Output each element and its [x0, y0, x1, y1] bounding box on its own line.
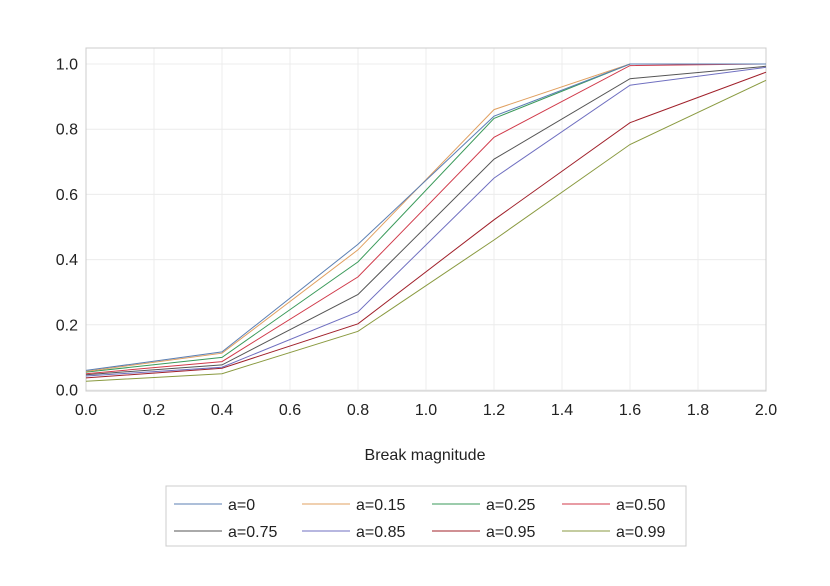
legend-label: a=0.75 [228, 524, 277, 541]
x-tick-label: 1.8 [687, 402, 709, 419]
y-tick-label: 0.2 [56, 317, 78, 334]
legend-entry: a=0 [174, 497, 255, 514]
series-line-a=0 [85, 63, 766, 371]
y-tick-label: 1.0 [56, 57, 78, 74]
series-line-a=0.95 [85, 71, 767, 379]
y-axis-ticks: 0.0 0.2 0.4 0.6 0.8 1.0 [56, 57, 78, 400]
grid [85, 48, 767, 391]
series-lines [85, 63, 767, 382]
y-tick-label: 0.8 [56, 122, 78, 139]
x-tick-label: 1.6 [619, 402, 641, 419]
legend-entry: a=0.25 [432, 497, 535, 514]
series-line-a=0.75 [85, 65, 767, 376]
x-tick-label: 1.2 [483, 402, 505, 419]
x-tick-label: 2.0 [755, 402, 777, 419]
legend-label: a=0.95 [486, 524, 535, 541]
legend-label: a=0.99 [616, 524, 665, 541]
y-tick-label: 0.4 [56, 252, 78, 269]
x-tick-label: 1.4 [551, 402, 573, 419]
legend-label: a=0.25 [486, 497, 535, 514]
x-axis-title: Break magnitude [365, 447, 486, 464]
series-line-a=0.50 [85, 63, 767, 375]
legend-label: a=0.85 [356, 524, 405, 541]
legend-entry: a=0.95 [432, 524, 535, 541]
x-axis-ticks: 0.0 0.2 0.4 0.6 0.8 1.0 1.2 1.4 1.6 1.8 2.0 [75, 402, 777, 419]
legend-entry: a=0.15 [302, 497, 405, 514]
legend-entries: a=0 a=0.15 a=0.25 a=0.50 a=0.75 a=0.85 a=0.95 a… [174, 497, 665, 541]
x-tick-label: 0.4 [211, 402, 233, 419]
plot-frame [85, 47, 767, 392]
legend-label: a=0.50 [616, 497, 665, 514]
series-line-a=0.99 [85, 79, 767, 382]
x-tick-label: 0.2 [143, 402, 165, 419]
x-tick-label: 1.0 [415, 402, 437, 419]
series-line-a=0.85 [85, 66, 767, 377]
legend-box [165, 485, 687, 547]
y-tick-label: 0.6 [56, 187, 78, 204]
x-tick-label: 0.0 [75, 402, 97, 419]
y-tick-label: 0.0 [56, 383, 78, 400]
x-tick-label: 0.6 [279, 402, 301, 419]
legend-entry: a=0.75 [174, 524, 277, 541]
legend-label: a=0 [228, 497, 255, 514]
x-tick-label: 0.8 [347, 402, 369, 419]
legend-entry: a=0.85 [302, 524, 405, 541]
legend-label: a=0.15 [356, 497, 405, 514]
legend-entry: a=0.99 [562, 524, 665, 541]
legend-entry: a=0.50 [562, 497, 665, 514]
legend: a=0 a=0.15 a=0.25 a=0.50 a=0.75 a=0.85 a=0.95 a… [165, 485, 687, 547]
